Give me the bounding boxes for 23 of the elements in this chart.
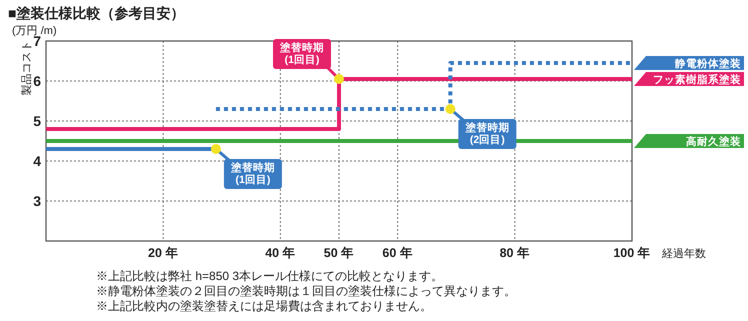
x-axis-title: 経過年数 — [661, 248, 706, 260]
text: ※上記比較は弊社 h=850 3本レール仕様にての比較となります。 — [96, 269, 444, 283]
text: ※静電粉体塗装の２回目の塗装時期は１回目の塗装仕様によって異なります。 — [96, 284, 516, 298]
y-tick-label: 6 — [33, 73, 42, 89]
tag: フッ素樹脂系塗装 — [634, 72, 744, 86]
chart-title: ■塗装仕様比較（参考目安） — [8, 5, 184, 21]
x-tick-label: 40 年 — [265, 246, 296, 260]
x-tick-label: 60 年 — [382, 246, 413, 260]
x-tick-label: 100 年 — [613, 246, 651, 260]
x-tick-label: 50 年 — [324, 246, 354, 260]
x-tick-label: 20 年 — [148, 246, 178, 260]
y-tick-label: 4 — [33, 153, 42, 169]
text: ※上記比較内の塗装塗替えには足場費は含まれておりません。 — [96, 299, 432, 313]
tag: 静電粉体塗装 — [634, 56, 744, 70]
x-tick-label: 80 年 — [500, 246, 530, 260]
y-axis-title: 製品コスト — [20, 40, 33, 96]
tag: 高耐久塗装 — [634, 134, 744, 148]
annotation: 塗替時期 (1回目) — [279, 41, 324, 66]
y-tick-label: 5 — [33, 113, 42, 129]
y-tick-label: 3 — [33, 193, 42, 209]
annotation: 塗替時期 (2回目) — [464, 121, 510, 146]
text: (万円 /m) — [12, 25, 57, 37]
annotation: 塗替時期 (1回目) — [230, 161, 275, 186]
